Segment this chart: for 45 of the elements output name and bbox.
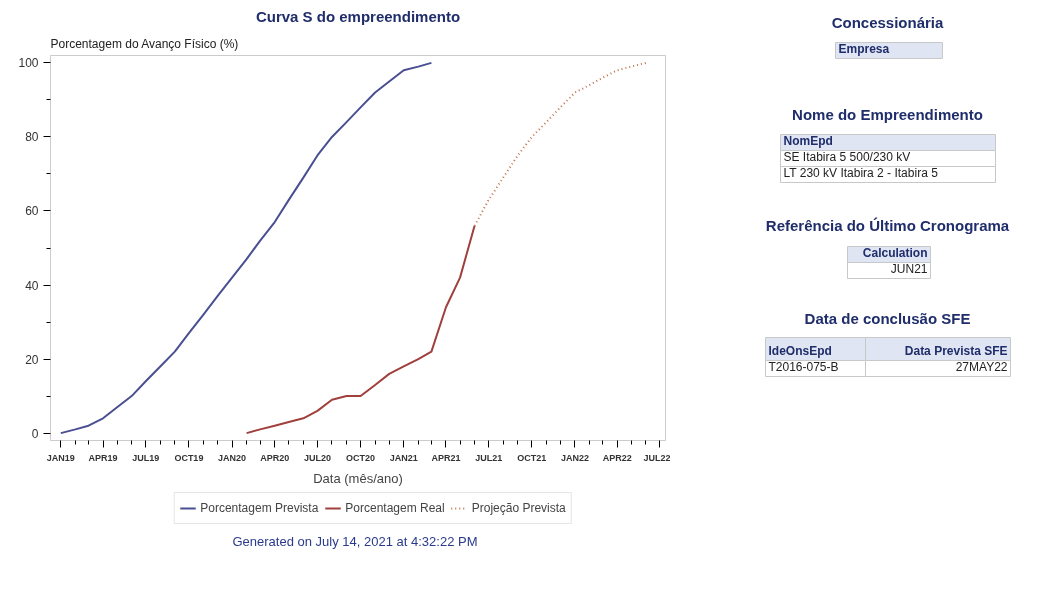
- x-tick-label: JAN19: [46, 452, 75, 463]
- text: Nome do Empreendimento: [792, 106, 983, 123]
- line-series: [245, 224, 476, 435]
- x-tick-label: OCT21: [517, 452, 547, 463]
- text: T2016-075-B: [768, 359, 839, 374]
- y-tick-label: 20: [25, 352, 39, 367]
- text: JUN21: [890, 261, 928, 276]
- x-tick-label: APR22: [602, 452, 632, 463]
- text: SE Itabira 5 500/230 kV: [783, 149, 911, 164]
- text: NomEpd: [783, 133, 833, 148]
- text: IdeOnsEpd: [768, 343, 832, 358]
- x-tick-label: JUL20: [303, 452, 331, 463]
- legend-label: Porcentagem Real: [345, 501, 445, 515]
- text: Concessionária: [831, 14, 945, 31]
- chart-title: Curva S do empreendimento: [255, 7, 461, 25]
- text: Data Prevista SFE: [904, 343, 1008, 358]
- text: Referência do Último Cronograma: [765, 217, 1010, 234]
- y-tick-label: 0: [31, 426, 39, 441]
- y-tick-label: 100: [18, 56, 39, 71]
- line-series: [473, 61, 647, 227]
- x-tick-label: JUL22: [643, 452, 671, 463]
- x-tick-label: JAN21: [389, 452, 418, 463]
- legend-label: Projeção Prevista: [471, 501, 566, 515]
- text: Generated on July 14, 2021 at 4:32:22 PM: [232, 533, 478, 551]
- y-tick-label: 80: [25, 130, 39, 145]
- x-tick-label: JAN22: [560, 452, 589, 463]
- legend-label: Porcentagem Prevista: [200, 501, 319, 515]
- text: LT 230 kV Itabira 2 - Itabira 5: [783, 165, 939, 180]
- y-tick-label: 60: [25, 204, 39, 219]
- line-series: [59, 61, 433, 435]
- x-tick-label: JUL21: [475, 452, 503, 463]
- x-axis-title: Data (mês/ano): [313, 470, 403, 486]
- x-tick-label: OCT19: [174, 452, 204, 463]
- text: Calculation: [862, 245, 928, 260]
- x-tick-label: OCT20: [346, 452, 376, 463]
- x-tick-label: JUL19: [132, 452, 160, 463]
- y-axis-title: Porcentagem do Avanço Físico (%): [50, 36, 239, 51]
- text: Empresa: [838, 41, 890, 56]
- y-tick-label: 40: [25, 278, 39, 293]
- x-tick-label: APR19: [88, 452, 118, 463]
- x-tick-label: APR21: [431, 452, 461, 463]
- x-tick-label: APR20: [260, 452, 290, 463]
- x-tick-label: JAN20: [218, 452, 247, 463]
- text: Data de conclusão SFE: [804, 310, 971, 327]
- text: 27MAY22: [955, 359, 1008, 374]
